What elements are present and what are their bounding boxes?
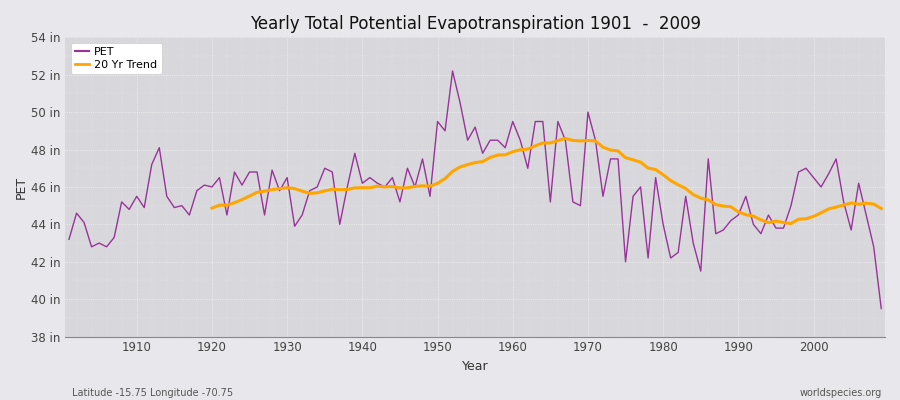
Y-axis label: PET: PET xyxy=(15,175,28,198)
Legend: PET, 20 Yr Trend: PET, 20 Yr Trend xyxy=(71,43,162,74)
20 Yr Trend xyxy=(793,217,804,222)
PET xyxy=(289,224,300,229)
20 Yr Trend xyxy=(206,206,217,210)
20 Yr Trend xyxy=(410,184,420,189)
20 Yr Trend xyxy=(876,206,886,211)
Line: PET: PET xyxy=(69,71,881,308)
PET xyxy=(64,237,75,242)
20 Yr Trend xyxy=(680,186,691,191)
Text: worldspecies.org: worldspecies.org xyxy=(800,388,882,398)
PET xyxy=(124,207,135,212)
20 Yr Trend xyxy=(786,221,796,226)
PET xyxy=(605,156,616,161)
20 Yr Trend xyxy=(770,218,781,223)
X-axis label: Year: Year xyxy=(462,360,489,373)
PET xyxy=(335,222,346,227)
Line: 20 Yr Trend: 20 Yr Trend xyxy=(212,138,881,224)
PET xyxy=(876,306,886,311)
PET xyxy=(515,138,526,143)
20 Yr Trend xyxy=(297,189,308,194)
PET xyxy=(508,119,518,124)
PET xyxy=(447,68,458,73)
20 Yr Trend xyxy=(860,201,871,206)
Text: Latitude -15.75 Longitude -70.75: Latitude -15.75 Longitude -70.75 xyxy=(72,388,233,398)
20 Yr Trend xyxy=(560,136,571,141)
Title: Yearly Total Potential Evapotranspiration 1901  -  2009: Yearly Total Potential Evapotranspiratio… xyxy=(249,15,700,33)
